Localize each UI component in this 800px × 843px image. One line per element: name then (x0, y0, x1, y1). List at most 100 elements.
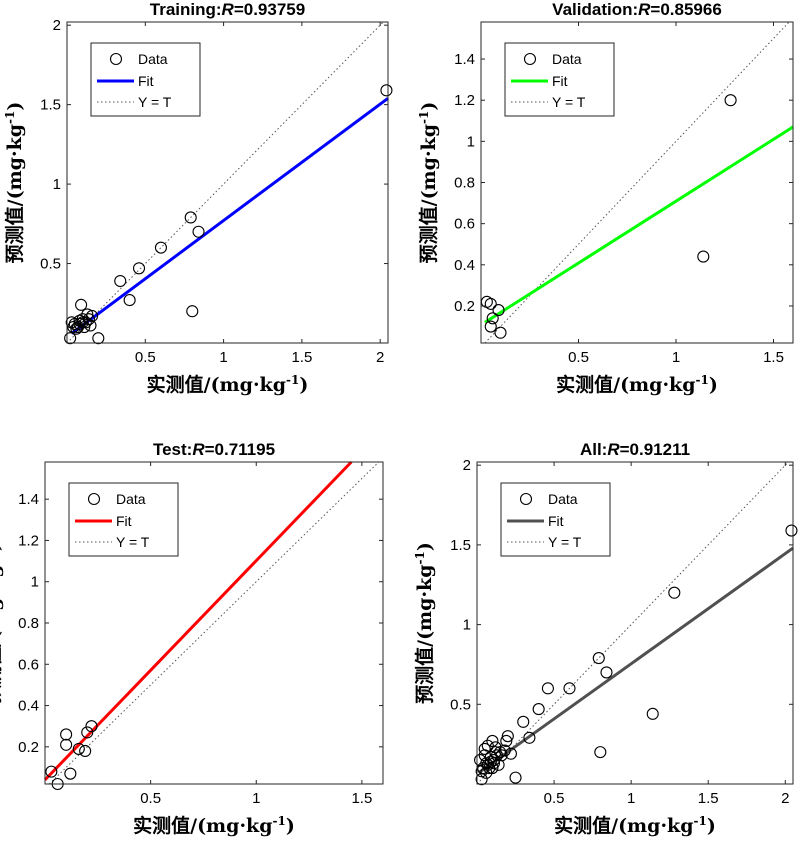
x-tick-label: 0.5 (544, 790, 565, 807)
axes-box (66, 21, 389, 344)
x-axis-label: 实测值/(mg·kg-1) (554, 814, 716, 837)
y-tick-label: 1.5 (40, 97, 61, 114)
x-axis-label: 实测值/(mg·kg-1) (147, 373, 309, 396)
y-tick-label: 1.4 (18, 491, 39, 508)
y-axis-label: 预测值/(mg·kg-1) (413, 542, 436, 704)
x-axis-label: 实测值/(mg·kg-1) (133, 814, 295, 837)
data-point (501, 730, 514, 743)
data-point (484, 320, 497, 333)
data-point (600, 666, 613, 679)
data-point (60, 728, 73, 741)
chart-panel-2: 0.5 1 1.5 0.2 0.4 0.6 0.8 1 1.2 1.4 Validation:R=0… (417, 0, 794, 396)
data-point (75, 298, 88, 311)
data-point (498, 744, 511, 757)
data-point (500, 734, 513, 748)
data-point (594, 746, 607, 759)
legend-data-marker (519, 492, 533, 506)
data-point (480, 766, 493, 779)
data-point (123, 294, 136, 307)
data-point (484, 297, 497, 310)
y-tick-label: 0.6 (454, 216, 475, 233)
legend-label-data: Data (116, 491, 146, 507)
legend-label-ref: Y = T (116, 534, 150, 550)
legend-label-ref: Y = T (552, 94, 586, 110)
data-point (132, 262, 146, 275)
fit-line (70, 97, 389, 335)
x-tick-label: 1.5 (763, 349, 784, 366)
legend-label-fit: Fit (116, 513, 132, 529)
y-tick-label: 0.4 (454, 257, 475, 274)
x-axis-label: 实测值/(mg·kg-1) (556, 373, 718, 396)
data-point (67, 321, 80, 334)
x-tick-label: 1 (627, 790, 635, 807)
y-tick-label: 0.8 (18, 615, 39, 632)
data-point (494, 326, 507, 339)
legend-label-fit: Fit (548, 513, 564, 529)
chart-panel-4: 0.5 1 1.5 2 0.5 1 1.5 2 All:R=0.91211 实测值/(mg·kg-… (413, 440, 798, 837)
legend: Data Fit Y = T (504, 42, 615, 117)
y-tick-label: 1.4 (454, 51, 475, 68)
x-tick-label: 2 (781, 790, 789, 807)
legend-data-marker (523, 52, 537, 66)
legend: Data Fit Y = T (68, 482, 179, 557)
data-point (192, 225, 205, 238)
data-point (486, 762, 499, 775)
y-tick-label: 0.5 (450, 696, 471, 713)
data-point (186, 305, 199, 318)
legend-data-marker (109, 52, 123, 66)
reference-line-y-equals-t (476, 461, 789, 785)
legend-label-ref: Y = T (138, 94, 172, 110)
data-point (486, 734, 499, 748)
reference-line-y-equals-t (66, 21, 384, 344)
legend-label-fit: Fit (552, 73, 568, 89)
data-point (81, 726, 94, 739)
y-tick-label: 1 (467, 133, 475, 150)
reference-line-y-equals-t (48, 461, 380, 785)
data-point (668, 586, 681, 599)
data-point (64, 767, 77, 780)
legend: Data Fit Y = T (500, 482, 611, 557)
y-tick-label: 1 (463, 617, 471, 634)
chart-title: All:R=0.91211 (580, 440, 690, 459)
data-point (487, 757, 501, 770)
x-tick-label: 1.5 (351, 790, 372, 807)
data-point (492, 304, 505, 317)
data-point (154, 241, 168, 254)
y-tick-label: 0.8 (454, 175, 475, 192)
data-point (646, 707, 659, 720)
data-point (592, 652, 605, 665)
y-tick-label: 1 (53, 176, 61, 193)
y-tick-label: 1 (31, 574, 39, 591)
x-tick-label: 0.5 (140, 790, 161, 807)
data-point (380, 84, 393, 97)
x-tick-label: 1 (252, 790, 260, 807)
y-tick-label: 0.4 (18, 698, 39, 715)
fit-line (43, 460, 353, 781)
data-point (85, 720, 98, 733)
data-point (64, 332, 77, 345)
x-tick-label: 1.5 (291, 349, 312, 366)
x-tick-label: 2 (376, 349, 384, 366)
y-tick-label: 1.2 (454, 92, 475, 109)
data-point (724, 94, 737, 107)
x-tick-label: 0.5 (568, 349, 589, 366)
data-point (184, 211, 197, 224)
data-point (532, 703, 545, 716)
x-tick-label: 1 (672, 349, 680, 366)
y-tick-label: 0.2 (18, 739, 39, 756)
y-tick-label: 0.2 (454, 298, 475, 315)
data-point (475, 765, 488, 778)
data-point (76, 316, 89, 329)
y-tick-label: 1.2 (18, 532, 39, 549)
data-point (563, 682, 576, 695)
chart-panel-3: 0.5 1 1.5 0.2 0.4 0.6 0.8 1 1.2 1.4 Test:R=0.71195… (0, 440, 384, 837)
legend-label-ref: Y = T (548, 534, 582, 550)
data-point (697, 250, 710, 263)
data-point (82, 313, 95, 326)
data-point (509, 771, 522, 784)
data-point (92, 332, 105, 345)
reference-line-y-equals-t (484, 21, 790, 344)
data-point (481, 739, 494, 752)
chart-title: Test:R=0.71195 (153, 440, 275, 459)
